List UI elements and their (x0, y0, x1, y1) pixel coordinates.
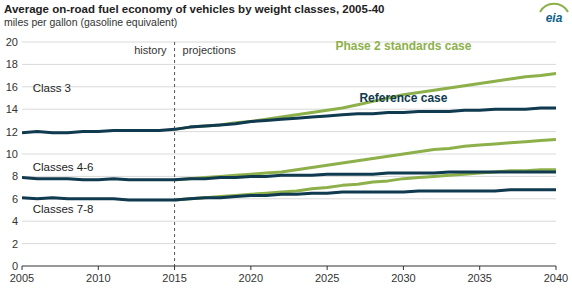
x-tick-label: 2025 (315, 272, 339, 284)
x-tick (556, 266, 557, 270)
y-tick-label: 6 (12, 193, 18, 205)
y-tick-label: 8 (12, 170, 18, 182)
grid-line (22, 64, 556, 65)
divider (174, 42, 175, 266)
x-tick-label: 2040 (544, 272, 568, 284)
divider-label: history (134, 44, 167, 56)
annotation: Reference case (359, 91, 447, 105)
x-tick-label: 2015 (162, 272, 186, 284)
x-tick (98, 266, 99, 270)
y-tick-label: 12 (6, 126, 18, 138)
title: Average on-road fuel economy of vehicles… (4, 3, 385, 15)
y-tick-label: 10 (6, 148, 18, 160)
x-tick-label: 2020 (239, 272, 263, 284)
chart: Average on-road fuel economy of vehicles… (0, 0, 572, 289)
x-tick-label: 2030 (391, 272, 415, 284)
logo-text: eia (546, 11, 563, 25)
x-tick (327, 266, 328, 270)
y-tick-label: 0 (12, 260, 18, 272)
series-line (22, 172, 556, 180)
series-line (175, 73, 556, 129)
grid-line (22, 42, 556, 43)
y-tick-label: 14 (6, 103, 18, 115)
x-axis (22, 266, 556, 267)
x-tick (22, 266, 23, 270)
grid-line (22, 243, 556, 244)
x-tick-label: 2005 (10, 272, 34, 284)
y-tick-label: 16 (6, 81, 18, 93)
x-tick (479, 266, 480, 270)
series-line (22, 108, 556, 133)
grid-line (22, 154, 556, 155)
y-tick-label: 4 (12, 215, 18, 227)
grid-line (22, 86, 556, 87)
series-line (22, 190, 556, 200)
annotation: Classes 7-8 (33, 203, 94, 215)
logo: eia (540, 4, 568, 25)
plot-area (22, 73, 556, 200)
x-tick (403, 266, 404, 270)
divider-label: projections (183, 44, 237, 56)
y-tick-label: 20 (6, 36, 18, 48)
grid-line (22, 221, 556, 222)
y-tick-label: 18 (6, 58, 18, 70)
annotation: Classes 4-6 (33, 161, 94, 173)
x-tick-label: 2035 (467, 272, 491, 284)
x-tick-label: 2010 (86, 272, 110, 284)
annotation: Phase 2 standards case (335, 39, 471, 53)
annotation: Class 3 (33, 82, 71, 94)
subtitle: miles per gallon (gasoline equivalent) (4, 16, 177, 28)
y-tick-label: 2 (12, 238, 18, 250)
x-tick (250, 266, 251, 270)
x-tick (174, 266, 175, 270)
